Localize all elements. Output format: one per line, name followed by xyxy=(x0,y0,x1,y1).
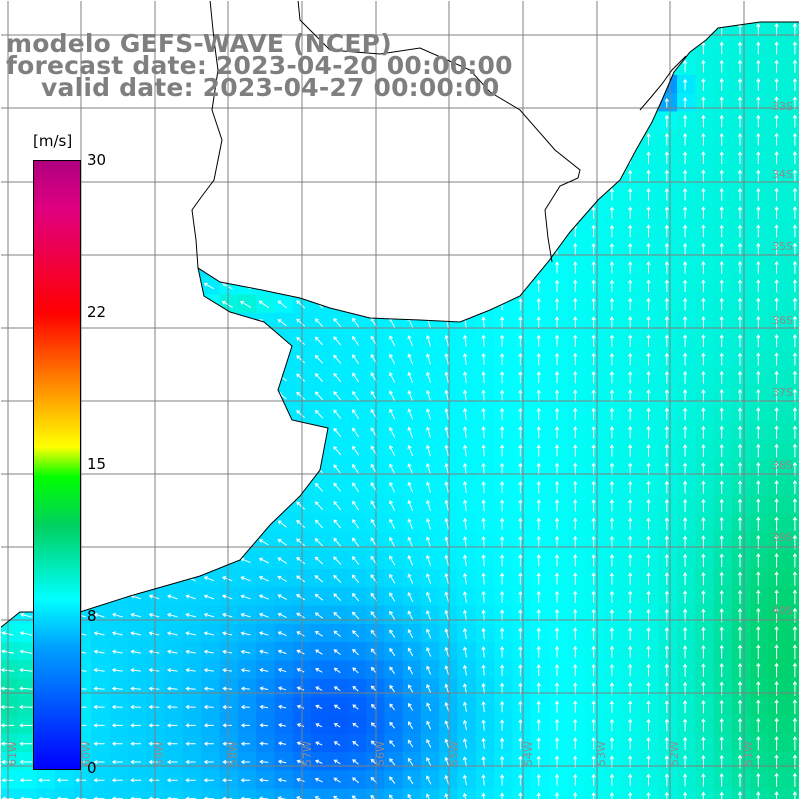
lat-label: 34S xyxy=(772,168,793,181)
colorbar xyxy=(33,160,81,770)
lon-label: 60W xyxy=(80,741,93,766)
lon-label: 55W xyxy=(448,741,461,766)
lat-label: 40S xyxy=(772,604,793,617)
model-title: modelo GEFS-WAVE (NCEP) xyxy=(6,29,392,58)
lagoon-outline xyxy=(639,55,687,111)
lon-label: 56W xyxy=(374,741,387,766)
colorbar-tick-22: 22 xyxy=(87,303,107,321)
lon-label: 51W xyxy=(742,741,755,766)
wind-speed-cells xyxy=(0,22,800,800)
lon-label: 61W xyxy=(6,741,19,766)
valid-date: valid date: 2023-04-27 00:00:00 xyxy=(41,73,500,102)
colorbar-tick-0: 0 xyxy=(87,759,97,777)
lon-label: 57W xyxy=(301,741,314,766)
lon-label: 52W xyxy=(668,741,681,766)
lat-label: 39S xyxy=(772,531,793,544)
lat-label: 35S xyxy=(772,240,793,253)
lon-label: 54W xyxy=(522,741,535,766)
lat-label: 36S xyxy=(772,314,793,327)
lat-label: 38S xyxy=(772,459,793,472)
lon-label: 58W xyxy=(227,741,240,766)
colorbar-tick-8: 8 xyxy=(87,607,97,625)
lon-label: 53W xyxy=(595,741,608,766)
river-border xyxy=(191,0,223,269)
lat-label: 33S xyxy=(772,100,793,113)
lon-label: 59W xyxy=(153,741,166,766)
lat-label: 37S xyxy=(772,386,793,399)
colorbar-tick-15: 15 xyxy=(87,455,107,473)
coastline xyxy=(0,21,800,629)
colorbar-tick-30: 30 xyxy=(87,151,107,169)
country-border xyxy=(297,0,581,263)
colorbar-unit: [m/s] xyxy=(33,132,73,150)
forecast-date: forecast date: 2023-04-20 00:00:00 xyxy=(6,51,513,80)
